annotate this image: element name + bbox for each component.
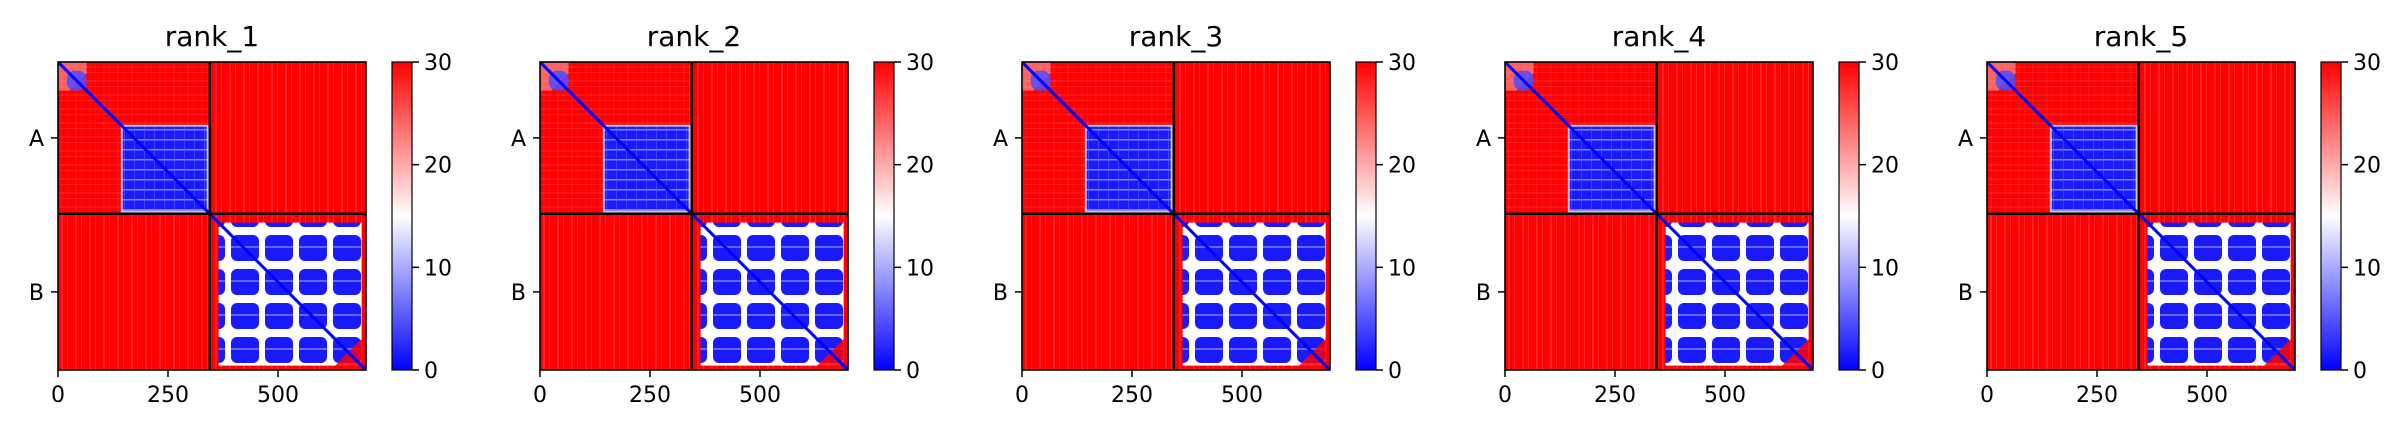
axes-frame xyxy=(539,61,849,371)
chain-label: B xyxy=(993,281,1008,306)
colorbar-gradient xyxy=(1355,61,1377,371)
x-tick-label: 500 xyxy=(257,383,299,408)
colorbar-tick-label: 10 xyxy=(906,256,934,281)
x-tick-label: 0 xyxy=(51,383,65,408)
colorbar-tick-label: 30 xyxy=(1871,51,1899,76)
chain-label: A xyxy=(511,127,526,152)
x-tick-label: 0 xyxy=(1498,383,1512,408)
colorbar-tick-label: 10 xyxy=(2353,256,2381,281)
colorbar-gradient xyxy=(391,61,413,371)
heatmap-panel: rank_2 0 250 500 A B 0 10 20 30 xyxy=(511,20,934,408)
chain-label: B xyxy=(1958,281,1973,306)
domain-a-outline xyxy=(1084,124,1173,213)
domain-a-outline xyxy=(2049,124,2138,213)
diagonal-line xyxy=(1022,62,1330,370)
x-tick-label: 250 xyxy=(147,383,189,408)
x-tick-label: 500 xyxy=(2186,383,2228,408)
panel-title: rank_3 xyxy=(1129,20,1223,53)
x-tick-label: 250 xyxy=(1594,383,1636,408)
x-tick-label: 250 xyxy=(629,383,671,408)
x-tick-label: 500 xyxy=(1221,383,1263,408)
colorbar: 0 10 20 30 xyxy=(1838,51,1899,384)
domain-a-outline xyxy=(120,124,209,213)
x-tick-label: 500 xyxy=(739,383,781,408)
colorbar-tick-label: 0 xyxy=(2353,359,2367,384)
heatmap-image xyxy=(1987,62,2295,370)
colorbar: 0 10 20 30 xyxy=(1355,51,1416,384)
chain-label: A xyxy=(1476,127,1491,152)
panel-title: rank_1 xyxy=(165,20,259,53)
panel-title: rank_5 xyxy=(2094,20,2188,53)
diagonal-line xyxy=(1987,62,2295,370)
x-tick-label: 0 xyxy=(1015,383,1029,408)
colorbar-tick-label: 0 xyxy=(906,359,920,384)
colorbar-tick-label: 10 xyxy=(1871,256,1899,281)
colorbar-gradient xyxy=(1838,61,1860,371)
heatmap-panel: rank_3 0 250 500 A B 0 10 20 30 xyxy=(993,20,1416,408)
axes-frame xyxy=(1504,61,1814,371)
colorbar-tick-label: 20 xyxy=(1388,154,1416,179)
domain-a-outline xyxy=(602,124,691,213)
colorbar: 0 10 20 30 xyxy=(873,51,934,384)
diagonal-line xyxy=(540,62,848,370)
colorbar-tick-label: 20 xyxy=(1871,154,1899,179)
heatmap-panel: rank_4 0 250 500 A B 0 10 20 30 xyxy=(1476,20,1899,408)
colorbar-tick-label: 30 xyxy=(2353,51,2381,76)
chain-label: B xyxy=(1476,281,1491,306)
colorbar-tick-label: 0 xyxy=(1871,359,1885,384)
x-tick-label: 250 xyxy=(2076,383,2118,408)
axes-frame xyxy=(1986,61,2296,371)
colorbar-tick-label: 30 xyxy=(1388,51,1416,76)
heatmap-image xyxy=(1505,62,1813,370)
chain-label: B xyxy=(511,281,526,306)
colorbar-gradient xyxy=(873,61,895,371)
colorbar-tick-label: 30 xyxy=(424,51,452,76)
heatmap-image xyxy=(540,62,848,370)
colorbar: 0 10 20 30 xyxy=(2320,51,2381,384)
x-tick-label: 500 xyxy=(1704,383,1746,408)
colorbar-tick-label: 10 xyxy=(424,256,452,281)
heatmap-image xyxy=(58,62,366,370)
heatmap-panel: rank_5 0 250 500 A B 0 10 20 30 xyxy=(1958,20,2381,408)
panels-layer: rank_1 0 250 500 A B 0 10 20 30 rank_2 0 250 500 A B 0 10… xyxy=(29,20,2381,408)
heatmap-image xyxy=(1022,62,1330,370)
colorbar-tick-label: 0 xyxy=(424,359,438,384)
panel-title: rank_2 xyxy=(647,20,741,53)
chain-label: A xyxy=(1958,127,1973,152)
colorbar-gradient xyxy=(2320,61,2342,371)
heatmap-panel: rank_1 0 250 500 A B 0 10 20 30 xyxy=(29,20,452,408)
axes-frame xyxy=(1021,61,1331,371)
panel-title: rank_4 xyxy=(1612,20,1706,53)
chain-label: A xyxy=(29,127,44,152)
colorbar-tick-label: 10 xyxy=(1388,256,1416,281)
colorbar-tick-label: 20 xyxy=(2353,154,2381,179)
colorbar-tick-label: 20 xyxy=(906,154,934,179)
chain-label: A xyxy=(993,127,1008,152)
domain-a-outline xyxy=(1567,124,1656,213)
axes-frame xyxy=(57,61,367,371)
x-tick-label: 0 xyxy=(1980,383,1994,408)
colorbar-tick-label: 0 xyxy=(1388,359,1402,384)
colorbar-tick-label: 20 xyxy=(424,154,452,179)
colorbar: 0 10 20 30 xyxy=(391,51,452,384)
diagonal-line xyxy=(1505,62,1813,370)
x-tick-label: 250 xyxy=(1111,383,1153,408)
chain-label: B xyxy=(29,281,44,306)
diagonal-line xyxy=(58,62,366,370)
colorbar-tick-label: 30 xyxy=(906,51,934,76)
x-tick-label: 0 xyxy=(533,383,547,408)
